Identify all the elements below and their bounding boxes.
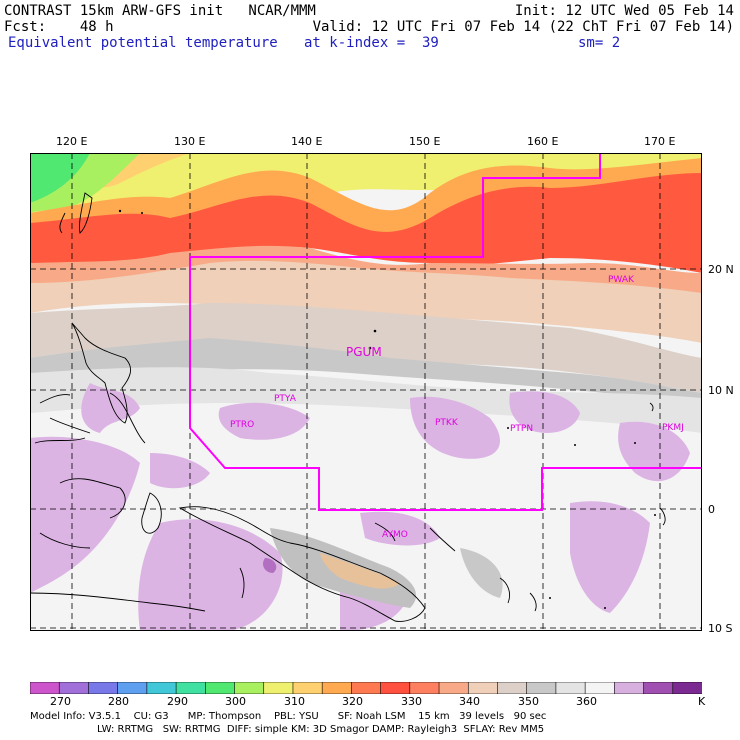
colorbar-swatch <box>380 682 411 694</box>
colorbar-swatch <box>467 682 499 694</box>
cb-label-330: 330 <box>401 695 422 708</box>
colorbar-swatch <box>321 682 353 694</box>
purple-spot <box>262 558 277 573</box>
colorbar-swatch <box>584 682 616 694</box>
band-red <box>30 173 702 273</box>
colorbar-swatch <box>643 682 674 694</box>
colorbar-swatch <box>497 682 528 694</box>
cb-label-280: 280 <box>108 695 129 708</box>
colorbar-swatch <box>672 682 702 694</box>
lon-label-140: 140 E <box>291 135 323 148</box>
band-green-light <box>30 153 140 213</box>
coastlines <box>30 192 666 622</box>
cb-label-300: 300 <box>225 695 246 708</box>
lon-label-120: 120 E <box>56 135 88 148</box>
colorbar-swatch <box>351 682 382 694</box>
station-pwak: PWAK <box>608 275 635 285</box>
region-boundary <box>189 153 702 511</box>
field-name: Equivalent potential temperature <box>8 35 278 51</box>
station-aymo: AYMO <box>382 530 408 540</box>
station-ptkk: PTKK <box>435 418 459 428</box>
colorbar-swatch <box>614 682 645 694</box>
colorbar-swatch <box>292 682 323 694</box>
lat-label-0: 0 <box>708 503 715 516</box>
colorbar-swatch <box>234 682 265 694</box>
cb-label-310: 310 <box>284 695 305 708</box>
cb-label-350: 350 <box>518 695 539 708</box>
colorbar-swatch <box>30 682 61 694</box>
station-ptro: PTRO <box>230 420 254 430</box>
model-info-line-2: LW: RRTMG SW: RRTMG DIFF: simple KM: 3D … <box>97 724 545 735</box>
band-beige <box>30 303 702 393</box>
colorbar-swatch <box>438 682 470 694</box>
colorbar-swatch <box>526 682 557 694</box>
level-label: at k-index = 39 <box>304 35 439 51</box>
band-peach <box>30 260 702 343</box>
station-ptya: PTYA <box>274 394 297 404</box>
colorbar <box>30 682 702 694</box>
terrain-gray-2 <box>460 548 503 598</box>
valid-time: Valid: 12 UTC Fri 07 Feb 14 (22 ChT Fri … <box>312 19 734 35</box>
colorbar-swatch <box>175 682 207 694</box>
init-time: Init: 12 UTC Wed 05 Feb 14 <box>514 3 734 19</box>
cb-label-320: 320 <box>342 695 363 708</box>
colorbar-swatch <box>263 682 294 694</box>
cb-label-unit: K <box>698 695 706 708</box>
colorbar-swatch <box>555 682 586 694</box>
title-line-1: CONTRAST 15km ARW-GFS init NCAR/MMM <box>4 3 316 19</box>
cb-label-360: 360 <box>576 695 597 708</box>
colorbar-swatch <box>409 682 440 694</box>
map-panel: PWAK PGUM PTYA PTRO PTKK PTPN PKMJ AYMO <box>30 153 702 631</box>
cb-label-270: 270 <box>50 695 71 708</box>
island-dots <box>118 209 656 609</box>
cb-label-340: 340 <box>459 695 480 708</box>
station-pkmj: PKMJ <box>662 423 684 433</box>
colorbar-swatch <box>205 682 236 694</box>
cb-label-290: 290 <box>167 695 188 708</box>
station-pgum: PGUM <box>346 345 382 359</box>
lon-label-160: 160 E <box>527 135 559 148</box>
lat-label-10n: 10 N <box>708 384 734 397</box>
terrain-orange <box>320 553 400 589</box>
lat-label-20n: 20 N <box>708 263 734 276</box>
lon-label-170: 170 E <box>644 135 676 148</box>
colorbar-swatch <box>88 682 119 694</box>
band-gray <box>30 338 702 403</box>
lat-label-10s: 10 S <box>708 622 733 635</box>
band-green <box>30 153 90 203</box>
colorbar-swatch <box>58 682 90 694</box>
model-info-line-1: Model Info: V3.5.1 CU: G3 MP: Thompson P… <box>30 711 547 722</box>
lon-label-150: 150 E <box>409 135 441 148</box>
colorbar-swatch <box>117 682 148 694</box>
station-ptpn: PTPN <box>510 424 533 434</box>
forecast-hour: Fcst: 48 h <box>4 19 114 35</box>
smoothing-label: sm= 2 <box>578 35 621 51</box>
lon-label-130: 130 E <box>174 135 206 148</box>
colorbar-swatch <box>146 682 177 694</box>
